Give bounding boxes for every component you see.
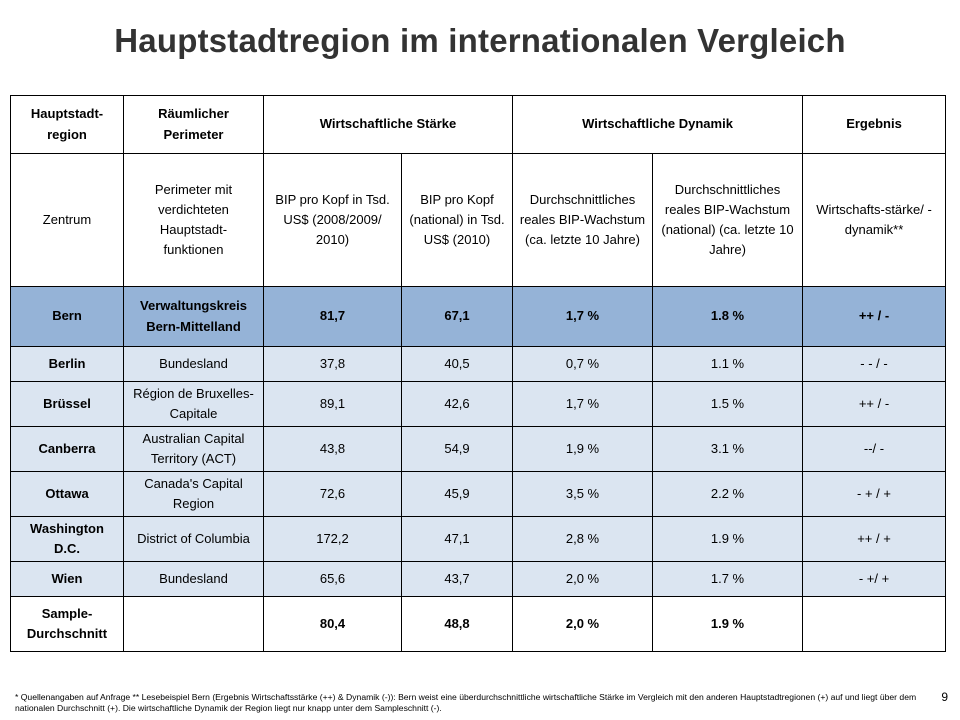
table-row-washington: Washington D.C. District of Columbia 172… <box>10 516 946 562</box>
footnote: * Quellenangaben auf Anfrage ** Lesebeis… <box>15 692 917 714</box>
header-perimeter: Räumlicher Perimeter <box>123 95 264 154</box>
cell-wachstum-national: 1.7 % <box>652 561 803 597</box>
table-row-bern: Bern Verwaltungskreis Bern-Mittelland 81… <box>10 286 946 347</box>
cell-wachstum: 2,8 % <box>512 516 653 562</box>
cell-perimeter: Région de Bruxelles-Capitale <box>123 381 264 427</box>
cell-wachstum-national: 1.5 % <box>652 381 803 427</box>
cell-region: Washington D.C. <box>10 516 124 562</box>
cell-wachstum: 1,9 % <box>512 426 653 472</box>
header-staerke: Wirtschaftliche Stärke <box>263 95 513 154</box>
cell-bip-national: 42,6 <box>401 381 513 427</box>
cell-bip: 65,6 <box>263 561 402 597</box>
cell-ergebnis: ++ / + <box>802 516 946 562</box>
cell-perimeter: District of Columbia <box>123 516 264 562</box>
cell-bip: 72,6 <box>263 471 402 517</box>
table-row-sample: Sample-Durchschnitt 80,4 48,8 2,0 % 1.9 … <box>10 596 946 652</box>
table-row-berlin: Berlin Bundesland 37,8 40,5 0,7 % 1.1 % … <box>10 346 946 382</box>
cell-wachstum: 3,5 % <box>512 471 653 517</box>
cell-wachstum-national: 1.9 % <box>652 516 803 562</box>
cell-wachstum: 1,7 % <box>512 381 653 427</box>
cell-perimeter: Canada's Capital Region <box>123 471 264 517</box>
cell-ergebnis <box>802 596 946 652</box>
cell-ergebnis: - - / - <box>802 346 946 382</box>
cell-bip: 81,7 <box>263 286 402 347</box>
cell-ergebnis: ++ / - <box>802 286 946 347</box>
cell-region: Berlin <box>10 346 124 382</box>
cell-bip: 89,1 <box>263 381 402 427</box>
subheader-bip-national: BIP pro Kopf (national) in Tsd. US$ (201… <box>401 153 513 287</box>
cell-perimeter: Bundesland <box>123 346 264 382</box>
cell-bip: 43,8 <box>263 426 402 472</box>
cell-bip-national: 48,8 <box>401 596 513 652</box>
cell-wachstum: 1,7 % <box>512 286 653 347</box>
table-row-wien: Wien Bundesland 65,6 43,7 2,0 % 1.7 % - … <box>10 561 946 597</box>
cell-ergebnis: - +/ + <box>802 561 946 597</box>
header-region: Hauptstadt-region <box>10 95 124 154</box>
cell-wachstum-national: 3.1 % <box>652 426 803 472</box>
cell-wachstum: 2,0 % <box>512 596 653 652</box>
comparison-table: Hauptstadt-region Räumlicher Perimeter W… <box>10 95 946 652</box>
cell-wachstum-national: 1.9 % <box>652 596 803 652</box>
cell-bip: 172,2 <box>263 516 402 562</box>
table-row-canberra: Canberra Australian Capital Territory (A… <box>10 426 946 472</box>
cell-ergebnis: --/ - <box>802 426 946 472</box>
cell-region: Wien <box>10 561 124 597</box>
subheader-row: Zentrum Perimeter mit verdichteten Haupt… <box>10 153 946 287</box>
cell-perimeter: Verwaltungskreis Bern-Mittelland <box>123 286 264 347</box>
cell-region: Ottawa <box>10 471 124 517</box>
cell-region: Brüssel <box>10 381 124 427</box>
header-ergebnis: Ergebnis <box>802 95 946 154</box>
table-row-bruessel: Brüssel Région de Bruxelles-Capitale 89,… <box>10 381 946 427</box>
cell-bip: 37,8 <box>263 346 402 382</box>
page-title: Hauptstadtregion im internationalen Verg… <box>114 22 846 59</box>
cell-wachstum-national: 1.1 % <box>652 346 803 382</box>
cell-wachstum: 0,7 % <box>512 346 653 382</box>
cell-ergebnis: - + / + <box>802 471 946 517</box>
cell-bip-national: 47,1 <box>401 516 513 562</box>
cell-region: Sample-Durchschnitt <box>10 596 124 652</box>
header-row: Hauptstadt-region Räumlicher Perimeter W… <box>10 95 946 154</box>
cell-bip-national: 54,9 <box>401 426 513 472</box>
subheader-wachstum: Durchschnittliches reales BIP-Wachstum (… <box>512 153 653 287</box>
cell-ergebnis: ++ / - <box>802 381 946 427</box>
table-row-ottawa: Ottawa Canada's Capital Region 72,6 45,9… <box>10 471 946 517</box>
subheader-wachstum-national: Durchschnittliches reales BIP-Wachstum (… <box>652 153 803 287</box>
subheader-zentrum: Zentrum <box>10 153 124 287</box>
page-number: 9 <box>941 690 948 704</box>
cell-perimeter: Bundesland <box>123 561 264 597</box>
subheader-bip-kopf: BIP pro Kopf in Tsd. US$ (2008/2009/ 201… <box>263 153 402 287</box>
cell-bip: 80,4 <box>263 596 402 652</box>
cell-wachstum: 2,0 % <box>512 561 653 597</box>
cell-bip-national: 40,5 <box>401 346 513 382</box>
cell-bip-national: 43,7 <box>401 561 513 597</box>
cell-wachstum-national: 2.2 % <box>652 471 803 517</box>
cell-region: Bern <box>10 286 124 347</box>
subheader-ergebnis: Wirtschafts-stärke/ -dynamik** <box>802 153 946 287</box>
cell-perimeter <box>123 596 264 652</box>
cell-perimeter: Australian Capital Territory (ACT) <box>123 426 264 472</box>
cell-wachstum-national: 1.8 % <box>652 286 803 347</box>
header-dynamik: Wirtschaftliche Dynamik <box>512 95 803 154</box>
cell-bip-national: 45,9 <box>401 471 513 517</box>
cell-region: Canberra <box>10 426 124 472</box>
subheader-perimeter: Perimeter mit verdichteten Hauptstadt-fu… <box>123 153 264 287</box>
cell-bip-national: 67,1 <box>401 286 513 347</box>
